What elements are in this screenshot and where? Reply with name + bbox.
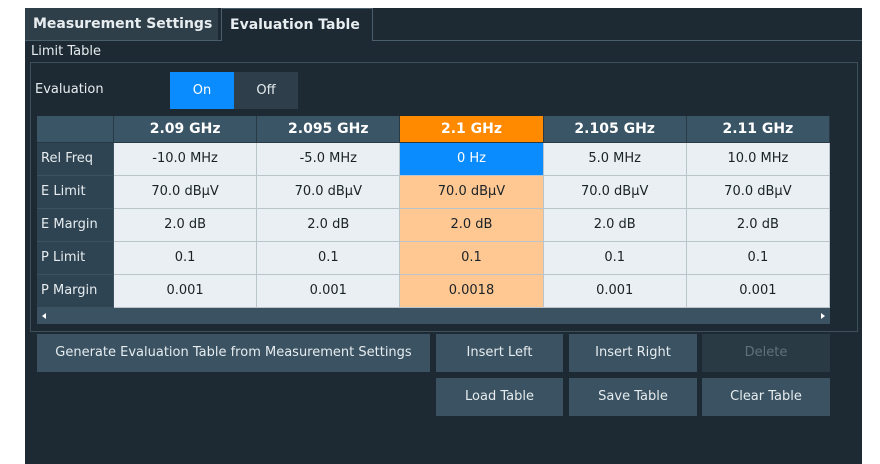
corner [37,116,114,143]
cell[interactable]: 2.0 dB [543,209,687,242]
row-header: E Margin [37,209,114,242]
cell[interactable]: -5.0 MHz [257,143,401,176]
cell[interactable]: 2.0 dB [686,209,830,242]
cell[interactable]: -10.0 MHz [114,143,258,176]
row-header: Rel Freq [37,143,114,176]
row-header: E Limit [37,176,114,209]
toggle-off[interactable]: Off [234,72,298,109]
cell[interactable]: 0.1 [543,242,687,275]
scroll-right-arrow[interactable] [821,313,825,319]
cell[interactable]: 0.001 [114,275,258,308]
cell[interactable]: 0.0018 [400,275,544,308]
cell[interactable]: 5.0 MHz [543,143,687,176]
row-header: P Margin [37,275,114,308]
tab-active[interactable]: Evaluation Table [221,8,373,41]
clear-button[interactable]: Clear Table [702,378,830,416]
load-button[interactable]: Load Table [436,378,563,416]
cell[interactable]: 70.0 dBµV [543,176,687,209]
row-header: P Limit [37,242,114,275]
cell[interactable]: 10.0 MHz [686,143,830,176]
cell[interactable]: 2.0 dB [400,209,544,242]
group-title: Limit Table [31,44,101,59]
tab[interactable]: Measurement Settings [25,8,218,40]
panel: Measurement Settings Evaluation Table Li… [25,8,862,464]
cell[interactable]: 0.001 [543,275,687,308]
cell[interactable]: 0.1 [114,242,258,275]
cell[interactable]: 2.0 dB [257,209,401,242]
cell[interactable]: 0.001 [686,275,830,308]
delete-button: Delete [702,334,830,372]
column-header: 2.09 GHz [114,116,258,143]
cell[interactable]: 70.0 dBµV [400,176,544,209]
cell[interactable]: 70.0 dBµV [114,176,258,209]
cell[interactable]: 0.001 [257,275,401,308]
cell[interactable]: 0.1 [686,242,830,275]
tab-line [25,40,862,41]
cell[interactable]: 0 Hz [400,143,544,176]
insert-right-button[interactable]: Insert Right [569,334,697,372]
scroll-left-arrow[interactable] [42,313,46,319]
column-header: 2.095 GHz [257,116,401,143]
toggle-on[interactable]: On [170,72,234,109]
cell[interactable]: 70.0 dBµV [257,176,401,209]
save-button[interactable]: Save Table [569,378,697,416]
cell[interactable]: 0.1 [400,242,544,275]
scrollbar[interactable] [37,308,830,324]
cell[interactable]: 70.0 dBµV [686,176,830,209]
cell[interactable]: 0.1 [257,242,401,275]
evaluation-label: Evaluation [35,82,104,97]
column-header: 2.105 GHz [543,116,687,143]
column-header: 2.11 GHz [686,116,830,143]
insert-left-button[interactable]: Insert Left [436,334,563,372]
generate-button[interactable]: Generate Evaluation Table from Measureme… [37,334,430,372]
cell[interactable]: 2.0 dB [114,209,258,242]
table: 2.09 GHz 2.095 GHz 2.1 GHz 2.105 GHz 2.11 GH… [37,116,830,316]
column-header: 2.1 GHz [400,116,544,143]
group-box [30,62,858,332]
